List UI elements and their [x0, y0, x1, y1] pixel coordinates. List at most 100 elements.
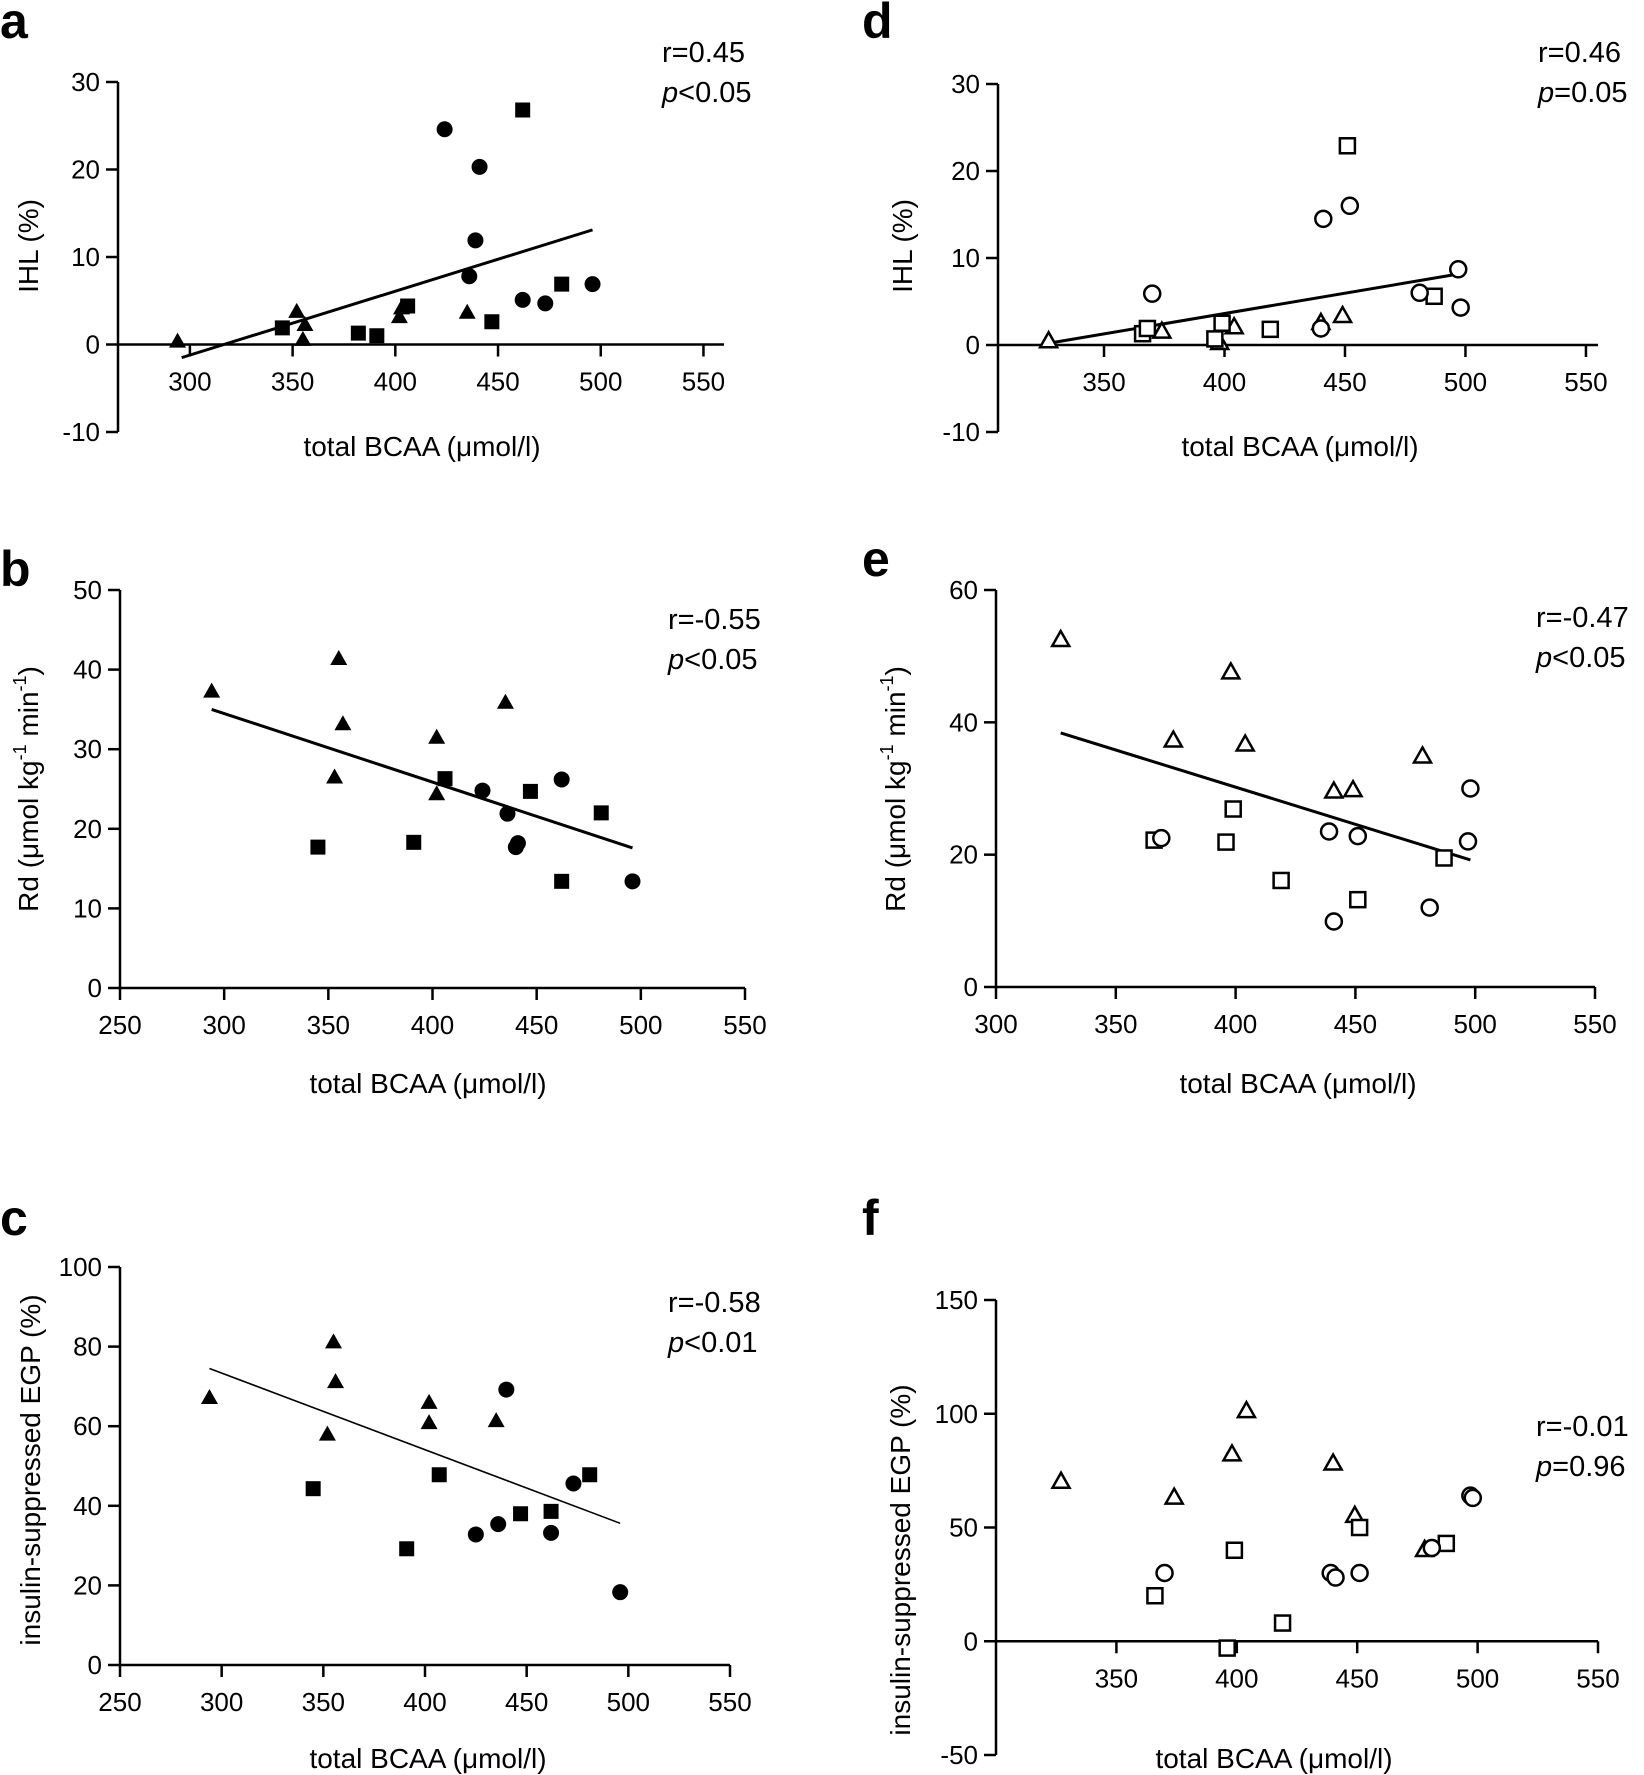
panel-c-point-square: [305, 1481, 321, 1497]
panel-b-point-circle: [624, 873, 641, 890]
panel-f-point-circle: [1422, 1538, 1442, 1558]
panel-c-x-tick-label: 550: [708, 1687, 751, 1717]
panel-d-point-circle: [1311, 319, 1331, 338]
panel-a-point-square: [400, 298, 416, 314]
panel-d-point-square: [1261, 320, 1280, 339]
panel-c-point-triangle: [327, 1373, 345, 1389]
panel-b-plot: 0 10 20 30 40 50 250 300 350 400 450 500 550: [73, 575, 767, 1040]
panel-d: d r=0.46 p=0.05 total BCAA (μmol/l) IHL …: [862, 0, 1628, 462]
panel-b-point-square: [310, 839, 326, 855]
panel-b-x-tick-label: 250: [98, 1010, 141, 1040]
panel-c-y-tick-label: 0: [88, 1650, 102, 1680]
panel-f-point-square: [1146, 1587, 1164, 1605]
panel-c-x-tick-label: 400: [403, 1687, 446, 1717]
panel-c-point-triangle: [487, 1412, 505, 1428]
panel-f-point-circle: [1155, 1563, 1174, 1583]
panel-e-y-tick-label: 60: [949, 575, 978, 605]
panel-c-point-circle: [612, 1584, 629, 1601]
panel-c-x-tick-label: 500: [607, 1687, 650, 1717]
panel-d-point-circle: [1451, 298, 1470, 317]
panel-d-point-circle: [1142, 284, 1162, 303]
panel-b-letter: b: [0, 541, 31, 597]
panel-f-point-square: [1273, 1614, 1292, 1632]
panel-e-r-value: r=-0.47: [1536, 602, 1629, 634]
panel-a-point-triangle: [169, 332, 187, 348]
panel-f-point-square: [1225, 1541, 1244, 1559]
panel-b-point-triangle: [326, 768, 344, 784]
panel-c-y-tick-label: 100: [59, 1252, 102, 1282]
panel-a-r-value: r=0.45: [662, 37, 745, 69]
panel-f-letter: f: [862, 1190, 879, 1246]
panel-e-y-title-part1: Rd (μmol kg: [880, 760, 911, 912]
panel-c-point-triangle: [318, 1425, 336, 1441]
panel-d-p-value: p=0.05: [1537, 77, 1628, 109]
panel-f-point-triangle: [1221, 1442, 1243, 1462]
panel-a-point-triangle: [458, 303, 476, 319]
panel-d-x-tick-label: 500: [1444, 367, 1487, 397]
panel-e-y-title-part2: min: [880, 691, 911, 744]
panel-b-p-value: p<0.05: [667, 644, 758, 676]
panel-a-x-axis-title: total BCAA (μmol/l): [303, 431, 540, 462]
panel-a-point-triangle: [296, 315, 314, 331]
panel-a-point-circle: [537, 295, 554, 312]
panel-d-x-axis-title: total BCAA (μmol/l): [1181, 431, 1418, 462]
panel-b-point-circle: [553, 771, 570, 788]
panel-d-point-circle: [1448, 260, 1468, 279]
panel-f-point-triangle: [1235, 1399, 1258, 1419]
panel-a-p-number: <0.05: [678, 77, 751, 109]
panel-c-letter: c: [0, 1190, 28, 1246]
panel-c-point-circle: [498, 1381, 515, 1398]
panel-e-y-title-sup2: -1: [877, 675, 897, 691]
panel-a-x-tick-label: 300: [168, 367, 211, 397]
panel-b-point-square: [593, 805, 609, 821]
panel-f-point-circle: [1463, 1488, 1483, 1508]
panel-f-p-value: p=0.96: [1535, 1451, 1626, 1483]
panel-f: f r=-0.01 p=0.96 total BCAA (μmol/l) ins…: [862, 1190, 1629, 1774]
panel-a-y-tick-label: -10: [62, 417, 100, 447]
panel-a-point-square: [484, 314, 500, 330]
panel-a-point-triangle: [294, 330, 312, 346]
panel-b-y-tick-label: 50: [73, 575, 102, 605]
panel-f-point-triangle: [1050, 1470, 1072, 1489]
panel-c-point-triangle: [325, 1333, 342, 1349]
panel-d-point-circle: [1314, 209, 1333, 229]
panel-c-p-label: p: [667, 1327, 684, 1359]
panel-e-regression-line: [1060, 731, 1471, 862]
panel-d-y-tick-label: 20: [951, 156, 980, 186]
panel-e-point-circle: [1420, 898, 1439, 917]
panel-f-p-number: =0.96: [1552, 1451, 1625, 1483]
panel-c-point-circle: [543, 1524, 560, 1541]
panel-e-point-square: [1349, 890, 1367, 909]
panel-b-x-tick-label: 450: [515, 1010, 558, 1040]
panel-d-y-tick-label: 10: [951, 243, 980, 273]
panel-c-point-square: [543, 1503, 559, 1519]
panel-a-x-tick-label: 550: [682, 367, 725, 397]
panel-d-point-square: [1138, 319, 1157, 338]
panel-d-y-tick-label: 30: [951, 69, 980, 99]
panel-a-x-tick-label: 350: [271, 367, 314, 397]
panel-a-x-tick-label: 500: [579, 367, 622, 397]
panel-a-point-circle: [467, 232, 484, 249]
panel-e-x-tick-label: 550: [1573, 1009, 1616, 1039]
panel-d-x-tick-label: 350: [1082, 367, 1125, 397]
panel-b-x-tick-label: 300: [202, 1010, 245, 1040]
panel-e-x-tick-label: 300: [974, 1009, 1017, 1039]
panel-d-point-circle: [1340, 196, 1360, 216]
panel-f-x-axis-title: total BCAA (μmol/l): [1155, 1743, 1392, 1774]
panel-b-y-title-part3: ): [13, 666, 44, 675]
panel-d-x-tick-label: 450: [1323, 367, 1366, 397]
panel-b-y-tick-label: 30: [73, 734, 102, 764]
panel-f-p-label: p: [1535, 1451, 1552, 1483]
panel-b-y-tick-label: 0: [88, 973, 102, 1003]
panel-e-point-triangle: [1220, 660, 1242, 680]
panel-d-point-square: [1338, 137, 1357, 155]
panel-f-y-tick-label: 50: [949, 1513, 978, 1543]
panel-a-y-tick-label: 0: [86, 330, 100, 360]
panel-b-point-square: [522, 783, 538, 799]
panel-e-point-circle: [1348, 826, 1368, 846]
panel-e-plot: 0 20 40 60 300 350 400 450 500 550: [949, 575, 1617, 1039]
panel-a-point-circle: [584, 276, 601, 293]
panel-e-y-tick-label: 20: [949, 840, 978, 870]
panel-c-x-axis-title: total BCAA (μmol/l): [309, 1743, 546, 1774]
panel-c-point-square: [582, 1467, 598, 1483]
